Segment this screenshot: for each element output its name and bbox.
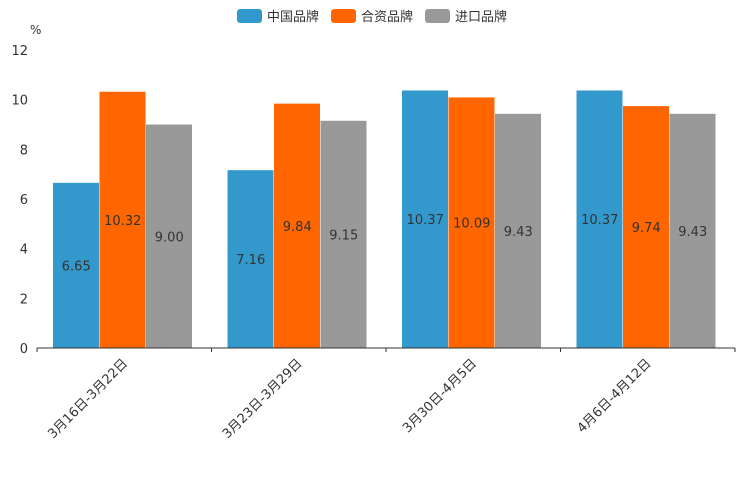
y-axis: 0 2 4 6 8 10 12 [11, 44, 28, 357]
bar-imported[interactable] [495, 113, 541, 349]
bar-imported[interactable] [146, 124, 192, 349]
x-category-label: 3月30日-4月5日 [400, 356, 480, 436]
chart-legend: 中国品牌 合资品牌 进口品牌 [0, 6, 744, 25]
legend-label-imported: 进口品牌 [455, 10, 508, 25]
bar-value-label: 9.43 [504, 225, 533, 240]
bar-domestic[interactable] [227, 170, 274, 348]
bar-value-label: 7.16 [236, 253, 265, 268]
bar-value-label: 9.74 [632, 221, 661, 236]
legend-label-domestic: 中国品牌 [266, 10, 319, 25]
bar-value-label: 9.15 [329, 228, 358, 243]
bar-domestic[interactable] [576, 90, 623, 348]
y-axis-unit-label: % [30, 23, 41, 37]
y-tick-label: 0 [20, 342, 28, 357]
bar-joint-venture[interactable] [623, 106, 669, 348]
x-category-label: 3月23日-3月29日 [220, 356, 306, 442]
y-tick-label: 4 [20, 243, 28, 258]
legend-item-domestic[interactable]: 中国品牌 [236, 6, 319, 25]
y-tick-label: 10 [11, 94, 28, 109]
bar-value-label: 9.43 [678, 225, 707, 240]
y-tick-label: 6 [20, 193, 28, 208]
legend-item-joint-venture[interactable]: 合资品牌 [330, 6, 413, 25]
x-axis: 3月16日-3月22日 3月23日-3月29日 3月30日-4月5日 4月6日-4月1… [36, 347, 736, 442]
x-category-label: 4月6日-4月12日 [575, 356, 655, 436]
bar-joint-venture[interactable] [274, 103, 320, 348]
y-tick-label: 8 [20, 143, 28, 158]
bars-layer: 6.65 7.16 10.37 10.37 10.32 9.84 10.09 9.74 9.00… [53, 90, 716, 349]
bar-domestic[interactable] [402, 90, 448, 348]
y-tick-label: 12 [11, 44, 28, 59]
bar-value-label: 9.00 [155, 230, 184, 245]
bar-value-label: 10.37 [407, 213, 444, 228]
bar-joint-venture[interactable] [99, 91, 146, 348]
bar-domestic[interactable] [53, 182, 99, 348]
legend-label-joint-venture: 合资品牌 [360, 10, 413, 25]
legend-swatch-domestic [236, 8, 262, 23]
bar-joint-venture[interactable] [448, 97, 495, 348]
bar-value-label: 10.09 [453, 217, 490, 232]
bar-imported[interactable] [320, 120, 367, 349]
legend-item-imported[interactable]: 进口品牌 [425, 6, 507, 25]
bar-value-label: 6.65 [62, 259, 91, 274]
bar-value-label: 10.37 [581, 213, 618, 228]
bar-value-label: 10.32 [104, 214, 141, 229]
x-category-label: 3月16日-3月22日 [45, 356, 131, 442]
legend-swatch-imported [425, 8, 450, 23]
y-tick-label: 2 [20, 292, 28, 307]
bar-imported[interactable] [669, 113, 716, 349]
legend-swatch-joint-venture [330, 8, 356, 23]
bar-value-label: 9.84 [283, 220, 312, 235]
